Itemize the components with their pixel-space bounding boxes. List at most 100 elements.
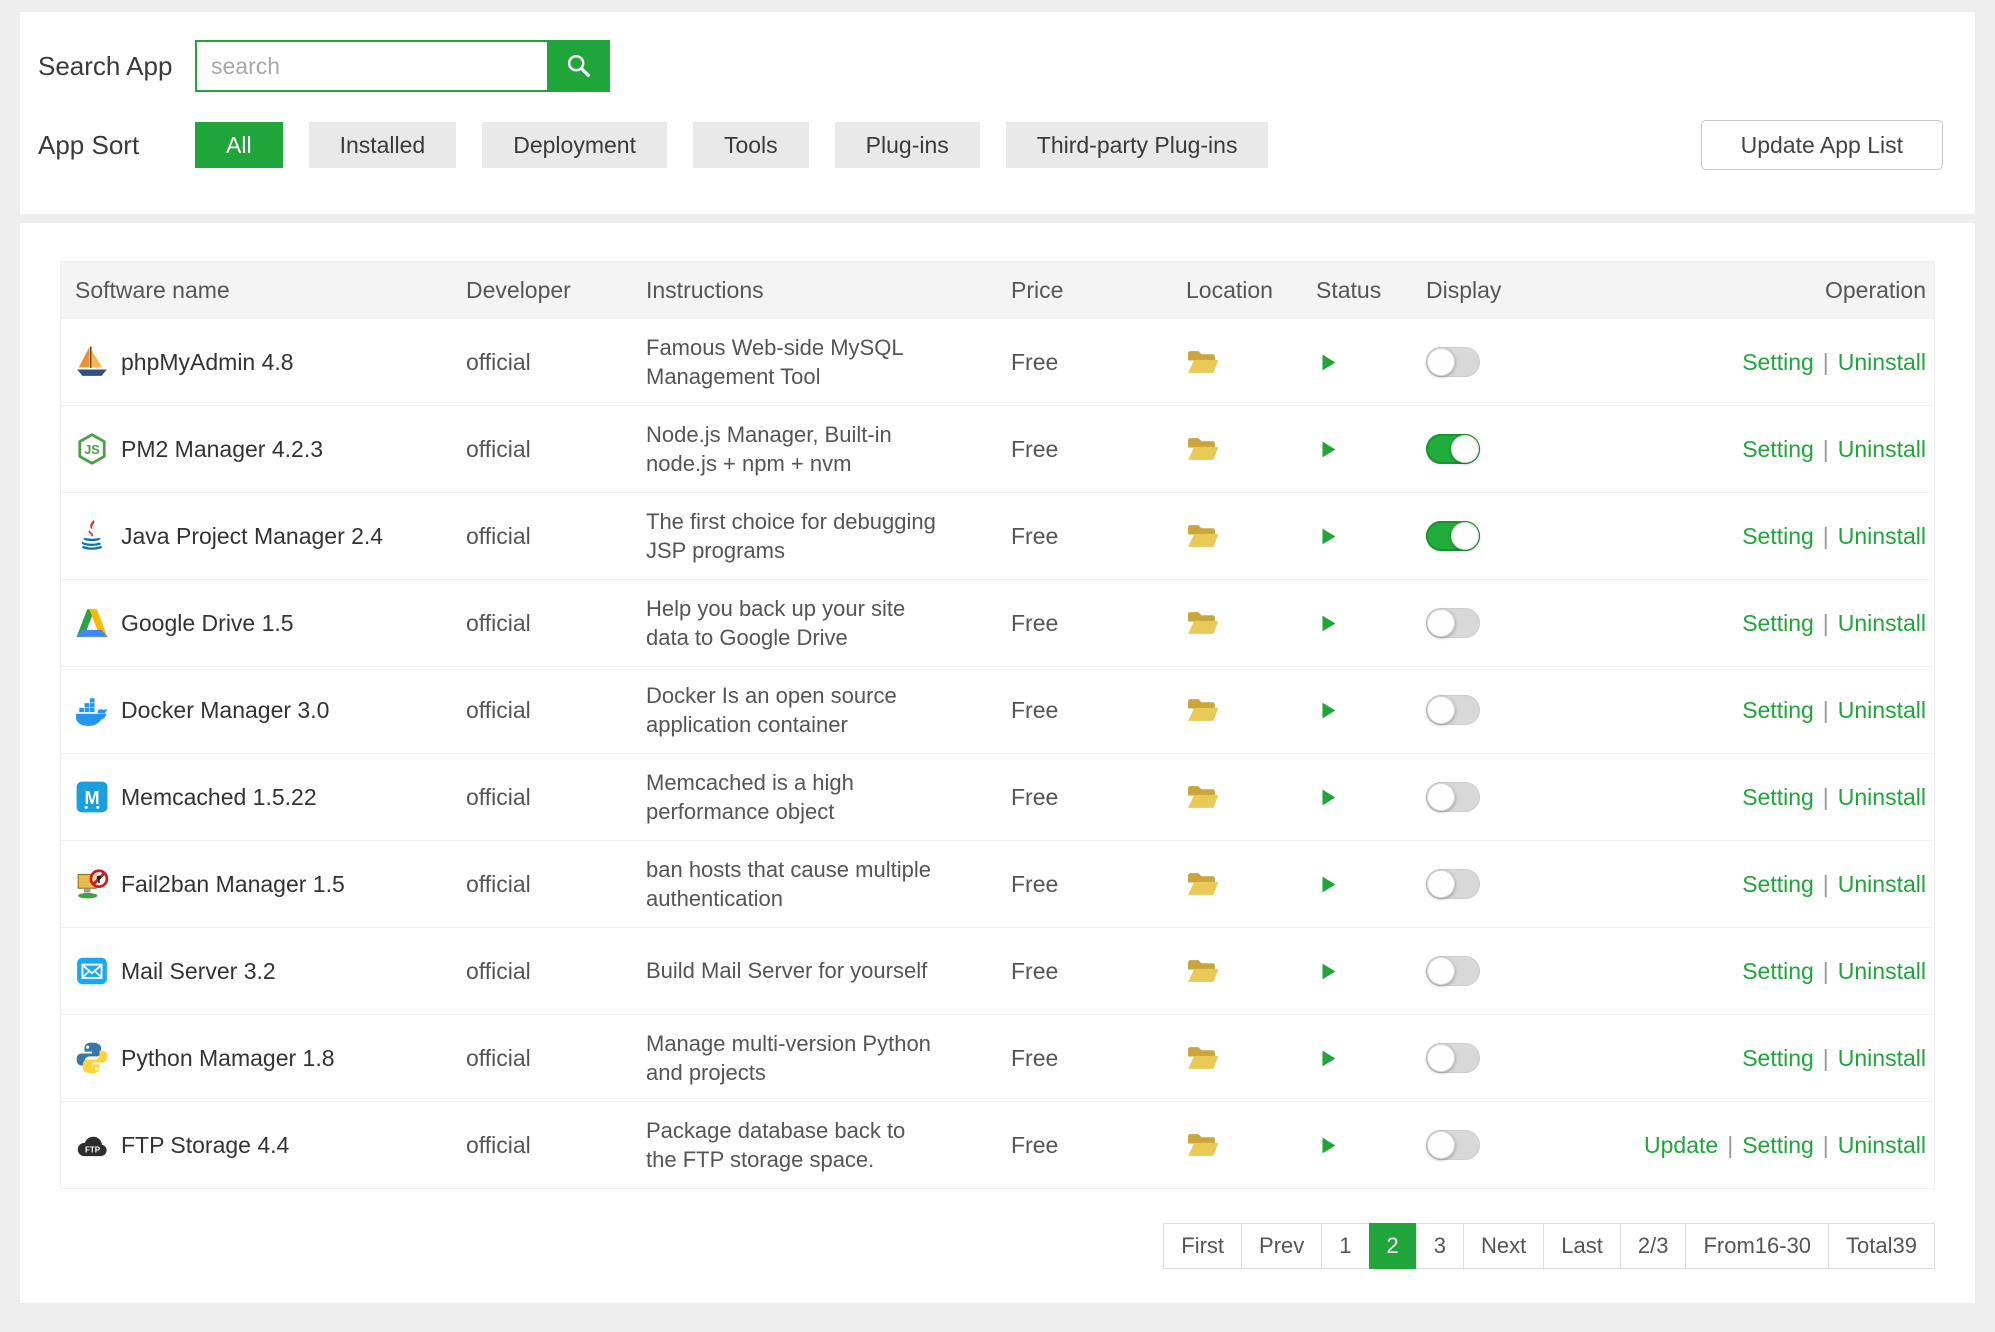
display-toggle[interactable] [1426,434,1480,464]
pagination: First Prev 1 2 3 Next Last 2/3 From16-30 Total39 [60,1223,1935,1269]
page-item-2[interactable]: 2 [1368,1223,1417,1269]
setting-link[interactable]: Setting [1742,609,1814,636]
operation-cell: Setting | Uninstall [1544,349,1934,376]
setting-link[interactable]: Setting [1742,1044,1814,1071]
display-cell [1414,695,1544,725]
sort-button-third-party-plug-ins[interactable]: Third-party Plug-ins [1005,122,1269,168]
search-button[interactable] [547,40,610,92]
setting-link[interactable]: Setting [1742,957,1814,984]
display-toggle[interactable] [1426,869,1480,899]
software-name-cell: Python Mamager 1.8 [61,1041,454,1075]
search-icon [567,54,590,77]
display-toggle[interactable] [1426,347,1480,377]
folder-icon[interactable] [1186,871,1219,898]
page-item-3[interactable]: 3 [1415,1223,1465,1269]
folder-icon[interactable] [1186,958,1219,985]
operation-cell: Setting | Uninstall [1544,958,1934,985]
folder-icon[interactable] [1186,610,1219,637]
software-name: PM2 Manager 4.2.3 [121,435,324,462]
software-name: FTP Storage 4.4 [121,1131,290,1158]
folder-icon[interactable] [1186,523,1219,550]
setting-link[interactable]: Setting [1742,435,1814,462]
display-toggle[interactable] [1426,695,1480,725]
status-running-icon[interactable] [1316,438,1339,461]
status-running-icon[interactable] [1316,960,1339,983]
display-toggle[interactable] [1426,1130,1480,1160]
toggle-knob [1427,957,1455,985]
page-item-prev[interactable]: Prev [1241,1223,1323,1269]
uninstall-link[interactable]: Uninstall [1837,957,1926,984]
operation-separator: | [1822,609,1829,636]
update-app-list-button[interactable]: Update App List [1700,120,1943,170]
sort-button-tools[interactable]: Tools [692,122,809,168]
search-input[interactable] [195,40,547,92]
status-running-icon[interactable] [1316,351,1339,374]
page-item-last[interactable]: Last [1543,1223,1621,1269]
status-running-icon[interactable] [1316,699,1339,722]
setting-link[interactable]: Setting [1742,870,1814,897]
page-item-1[interactable]: 1 [1321,1223,1370,1269]
status-cell [1304,612,1414,635]
location-cell [1174,610,1304,637]
display-toggle[interactable] [1426,956,1480,986]
display-toggle[interactable] [1426,608,1480,638]
sort-button-deployment[interactable]: Deployment [482,122,667,168]
location-cell [1174,436,1304,463]
location-cell [1174,784,1304,811]
display-toggle[interactable] [1426,1043,1480,1073]
sort-button-installed[interactable]: Installed [308,122,457,168]
status-cell [1304,351,1414,374]
instructions-cell: Node.js Manager, Built-in node.js + npm … [646,421,892,476]
setting-link[interactable]: Setting [1742,348,1814,375]
status-cell [1304,525,1414,548]
display-cell [1414,347,1544,377]
status-running-icon[interactable] [1316,786,1339,809]
status-running-icon[interactable] [1316,873,1339,896]
table-header: Software name Developer Instructions Pri… [61,262,1934,318]
column-header-location: Location [1186,276,1273,303]
update-link[interactable]: Update [1644,1131,1719,1158]
column-header-developer: Developer [466,276,571,303]
uninstall-link[interactable]: Uninstall [1837,435,1926,462]
status-running-icon[interactable] [1316,612,1339,635]
setting-link[interactable]: Setting [1742,783,1814,810]
developer-cell: official [466,783,531,810]
uninstall-link[interactable]: Uninstall [1837,696,1926,723]
page-item-first[interactable]: First [1163,1223,1243,1269]
fail2ban-icon [75,867,109,901]
instructions-cell: Famous Web-side MySQL Management Tool [646,334,903,389]
display-toggle[interactable] [1426,521,1480,551]
uninstall-link[interactable]: Uninstall [1837,1131,1926,1158]
sort-button-all[interactable]: All [195,122,283,168]
operation-separator: | [1822,696,1829,723]
folder-icon[interactable] [1186,784,1219,811]
uninstall-link[interactable]: Uninstall [1837,609,1926,636]
uninstall-link[interactable]: Uninstall [1837,783,1926,810]
table-row: PM2 Manager 4.2.3 official Node.js Manag… [61,405,1934,492]
folder-icon[interactable] [1186,1132,1219,1159]
folder-icon[interactable] [1186,697,1219,724]
uninstall-link[interactable]: Uninstall [1837,522,1926,549]
operation-separator: | [1822,522,1829,549]
folder-icon[interactable] [1186,1045,1219,1072]
uninstall-link[interactable]: Uninstall [1837,348,1926,375]
display-cell [1414,608,1544,638]
status-running-icon[interactable] [1316,1134,1339,1157]
software-name-cell: Google Drive 1.5 [61,606,454,640]
page-item-next[interactable]: Next [1463,1223,1545,1269]
price-cell: Free [1011,957,1059,984]
uninstall-link[interactable]: Uninstall [1837,870,1926,897]
phpmyadmin-icon [75,345,109,379]
status-running-icon[interactable] [1316,1047,1339,1070]
setting-link[interactable]: Setting [1742,1131,1814,1158]
setting-link[interactable]: Setting [1742,522,1814,549]
setting-link[interactable]: Setting [1742,696,1814,723]
folder-icon[interactable] [1186,349,1219,376]
status-running-icon[interactable] [1316,525,1339,548]
sort-button-plug-ins[interactable]: Plug-ins [834,122,980,168]
uninstall-link[interactable]: Uninstall [1837,1044,1926,1071]
display-toggle[interactable] [1426,782,1480,812]
search-row: Search App [38,40,1943,92]
display-cell [1414,1043,1544,1073]
folder-icon[interactable] [1186,436,1219,463]
